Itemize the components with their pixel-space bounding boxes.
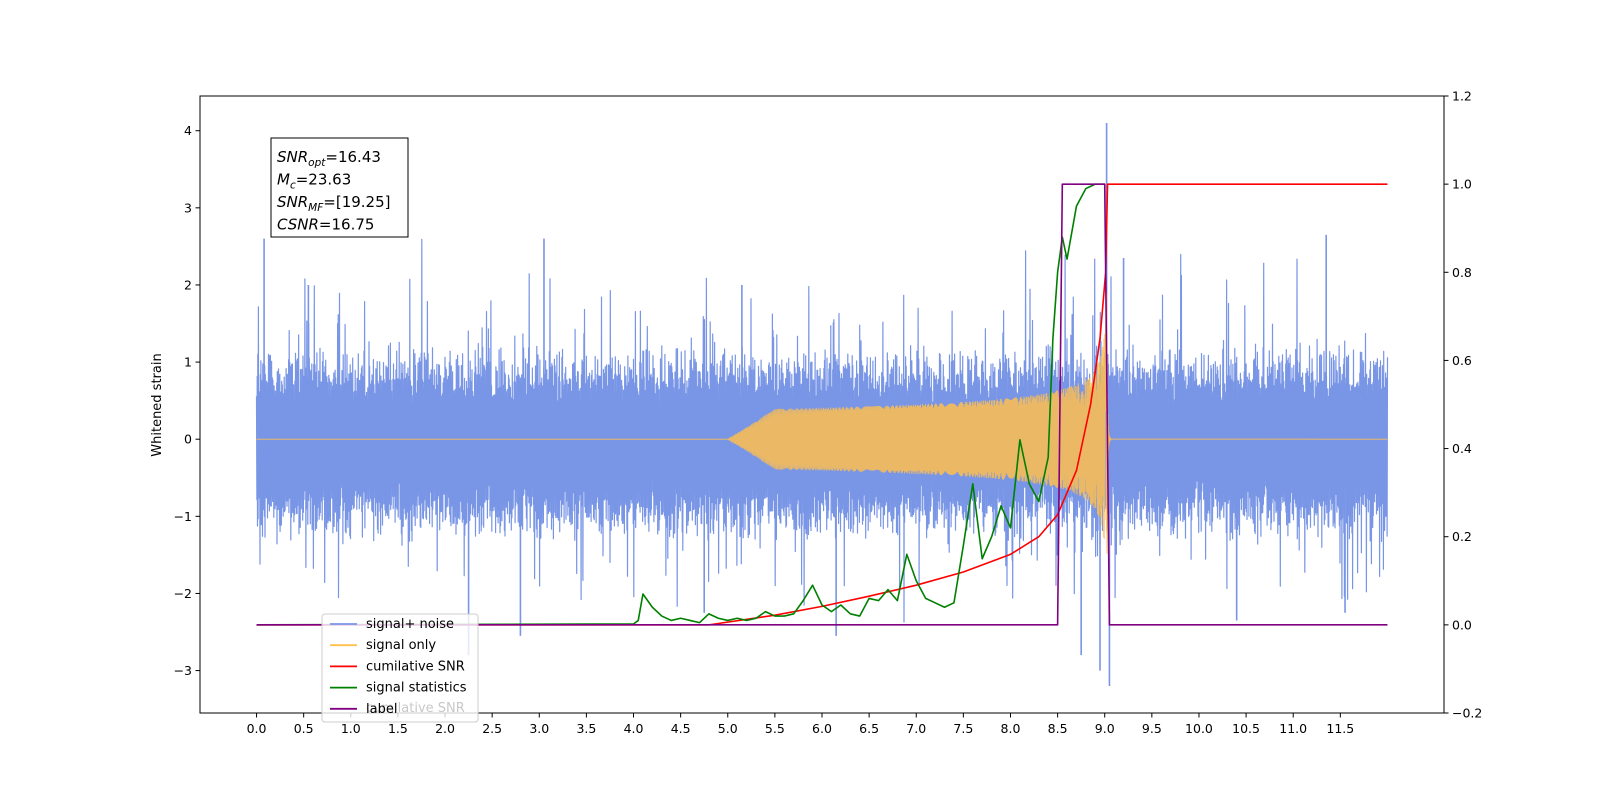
- annotation-line: CSNR=16.75: [277, 216, 374, 234]
- series-signal-statistics: [256, 183, 1105, 626]
- x-tick-label: 7.5: [953, 721, 973, 736]
- x-tick-label: 1.5: [388, 721, 408, 736]
- x-axis: 0.0 0.5 1.0 1.5 2.0 2.5 3.0 3.5 4.0 4.5 5.0 5.5 6.0 6…: [247, 713, 1354, 736]
- annotation-symbol: SNR: [277, 193, 308, 211]
- y-axis-right: 1.2 1.0 0.8 0.6 0.4 0.2 0.0 −0.2: [1444, 89, 1482, 721]
- y-left-tick-label: −3: [174, 663, 192, 678]
- y-right-tick-label: 1.0: [1452, 177, 1472, 192]
- legend-label: cumilative SNR: [366, 659, 465, 674]
- y-right-tick-label: 1.2: [1452, 89, 1472, 104]
- x-tick-label: 8.5: [1048, 721, 1068, 736]
- x-tick-label: 0.5: [294, 721, 314, 736]
- legend-label: signal+ noise: [366, 617, 454, 632]
- x-tick-label: 9.0: [1095, 721, 1115, 736]
- annotation-symbol: CSNR: [277, 216, 319, 234]
- annotation-line: Mc=23.63: [277, 171, 351, 192]
- x-tick-label: 3.0: [529, 721, 549, 736]
- legend-box: [321, 613, 479, 723]
- y-right-tick-label: −0.2: [1452, 706, 1482, 721]
- legend-ghost-text: cumilative SNR: [366, 701, 465, 716]
- x-tick-label: 6.5: [859, 721, 879, 736]
- x-tick-label: 2.0: [435, 721, 455, 736]
- x-tick-label: 11.5: [1326, 721, 1354, 736]
- annotation-subscript: MF: [308, 202, 324, 214]
- y-left-tick-label: 1: [184, 355, 192, 370]
- x-tick-label: 11.0: [1279, 721, 1307, 736]
- y-right-tick-label: 0.4: [1452, 441, 1472, 456]
- annotation-value: =16.43: [325, 148, 381, 166]
- x-tick-label: 1.0: [341, 721, 361, 736]
- annotation-line: SNRMF=[19.25]: [277, 193, 391, 214]
- y-left-tick-label: −2: [174, 586, 192, 601]
- annotation-value: =[19.25]: [323, 193, 390, 211]
- x-tick-label: 9.5: [1142, 721, 1162, 736]
- x-tick-label: 4.5: [671, 721, 691, 736]
- annotation-line: SNRopt=16.43: [277, 148, 381, 169]
- series-signal-noise: [255, 238, 1389, 623]
- annotation-symbol: SNR: [277, 148, 308, 166]
- y-axis-label: Whitened strain: [150, 353, 165, 456]
- x-tick-label: 7.0: [906, 721, 926, 736]
- x-tick-label: 6.0: [812, 721, 832, 736]
- y-right-tick-label: 0.6: [1452, 353, 1472, 368]
- annotation-value: =16.75: [319, 216, 375, 234]
- annotation-subscript: opt: [308, 157, 326, 169]
- y-right-tick-label: 0.2: [1452, 529, 1472, 544]
- legend-label: label: [366, 702, 397, 717]
- y-right-tick-label: 0.8: [1452, 265, 1472, 280]
- legend: cumilative SNR signal+ noise signal only c…: [321, 613, 479, 723]
- y-left-tick-label: 2: [184, 277, 192, 292]
- series-signal-only: [256, 292, 1388, 554]
- series-layer: [255, 122, 1389, 687]
- x-tick-label: 4.0: [624, 721, 644, 736]
- y-right-tick-label: 0.0: [1452, 617, 1472, 632]
- x-tick-label: 10.5: [1232, 721, 1260, 736]
- x-tick-label: 8.0: [1001, 721, 1021, 736]
- x-tick-label: 5.5: [765, 721, 785, 736]
- y-left-tick-label: 3: [184, 200, 192, 215]
- annotation-value: =23.63: [296, 171, 352, 189]
- y-left-tick-label: 0: [184, 432, 192, 447]
- x-tick-label: 0.0: [247, 721, 267, 736]
- x-tick-label: 3.5: [576, 721, 596, 736]
- y-axis-left: 4 3 2 1 0 −1 −2 −3: [174, 123, 200, 678]
- x-tick-label: 2.5: [482, 721, 502, 736]
- legend-label: signal statistics: [366, 681, 467, 696]
- y-left-tick-label: −1: [174, 509, 192, 524]
- annotation-symbol: M: [277, 171, 290, 189]
- x-tick-label: 5.0: [718, 721, 738, 736]
- annotation-subscript: c: [290, 180, 296, 192]
- annotation-box: [270, 137, 409, 238]
- legend-label: signal only: [366, 638, 436, 653]
- y-left-tick-label: 4: [184, 123, 192, 138]
- snr-annotation: SNRopt=16.43Mc=23.63SNRMF=[19.25]CSNR=16…: [270, 137, 409, 238]
- series-label: [256, 183, 1388, 626]
- x-tick-label: 10.0: [1185, 721, 1213, 736]
